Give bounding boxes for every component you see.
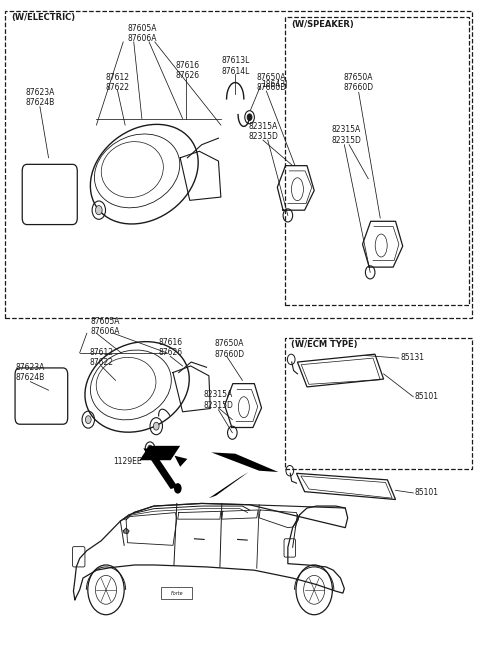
Bar: [5, 10, 472, 318]
Text: 18643J: 18643J: [262, 80, 288, 89]
Text: (W/SPEAKER): (W/SPEAKER): [291, 20, 354, 29]
Text: 87605A
87606A: 87605A 87606A: [90, 317, 120, 337]
Polygon shape: [144, 449, 178, 489]
Text: 1129EE: 1129EE: [113, 457, 142, 466]
Polygon shape: [140, 446, 180, 461]
Text: 87650A
87660D: 87650A 87660D: [215, 339, 244, 359]
Polygon shape: [209, 472, 249, 498]
Polygon shape: [211, 453, 278, 472]
Text: 87616
87626: 87616 87626: [158, 338, 183, 358]
Bar: [286, 17, 469, 305]
Text: 87612
87622: 87612 87622: [106, 73, 130, 92]
Circle shape: [154, 422, 159, 430]
Text: (W/ELECTRIC): (W/ELECTRIC): [11, 13, 75, 22]
Text: (W/ECM TYPE): (W/ECM TYPE): [291, 340, 358, 350]
Text: 87650A
87660D: 87650A 87660D: [344, 73, 374, 92]
Text: 87612
87622: 87612 87622: [89, 348, 113, 367]
Polygon shape: [123, 528, 129, 533]
Text: 85101: 85101: [415, 392, 439, 401]
Circle shape: [85, 416, 91, 424]
Circle shape: [247, 114, 252, 121]
Text: 87616
87626: 87616 87626: [175, 61, 199, 81]
Text: 87613L
87614L: 87613L 87614L: [221, 56, 250, 76]
Circle shape: [148, 445, 153, 452]
Text: 85101: 85101: [415, 489, 439, 497]
Text: 87623A
87624B: 87623A 87624B: [25, 88, 55, 108]
Polygon shape: [174, 456, 187, 467]
Text: 87605A
87606A: 87605A 87606A: [127, 24, 156, 43]
Circle shape: [174, 483, 181, 493]
Text: 82315A
82315D: 82315A 82315D: [248, 122, 278, 141]
Bar: [286, 338, 472, 469]
Text: 87623A
87624B: 87623A 87624B: [16, 363, 45, 382]
Text: 85131: 85131: [400, 353, 424, 362]
Text: Forte: Forte: [170, 591, 183, 596]
Text: 82315A
82315D: 82315A 82315D: [204, 390, 233, 410]
Text: 87650A
87660D: 87650A 87660D: [256, 73, 286, 92]
Circle shape: [96, 205, 102, 215]
Text: 82315A
82315D: 82315A 82315D: [331, 125, 361, 144]
